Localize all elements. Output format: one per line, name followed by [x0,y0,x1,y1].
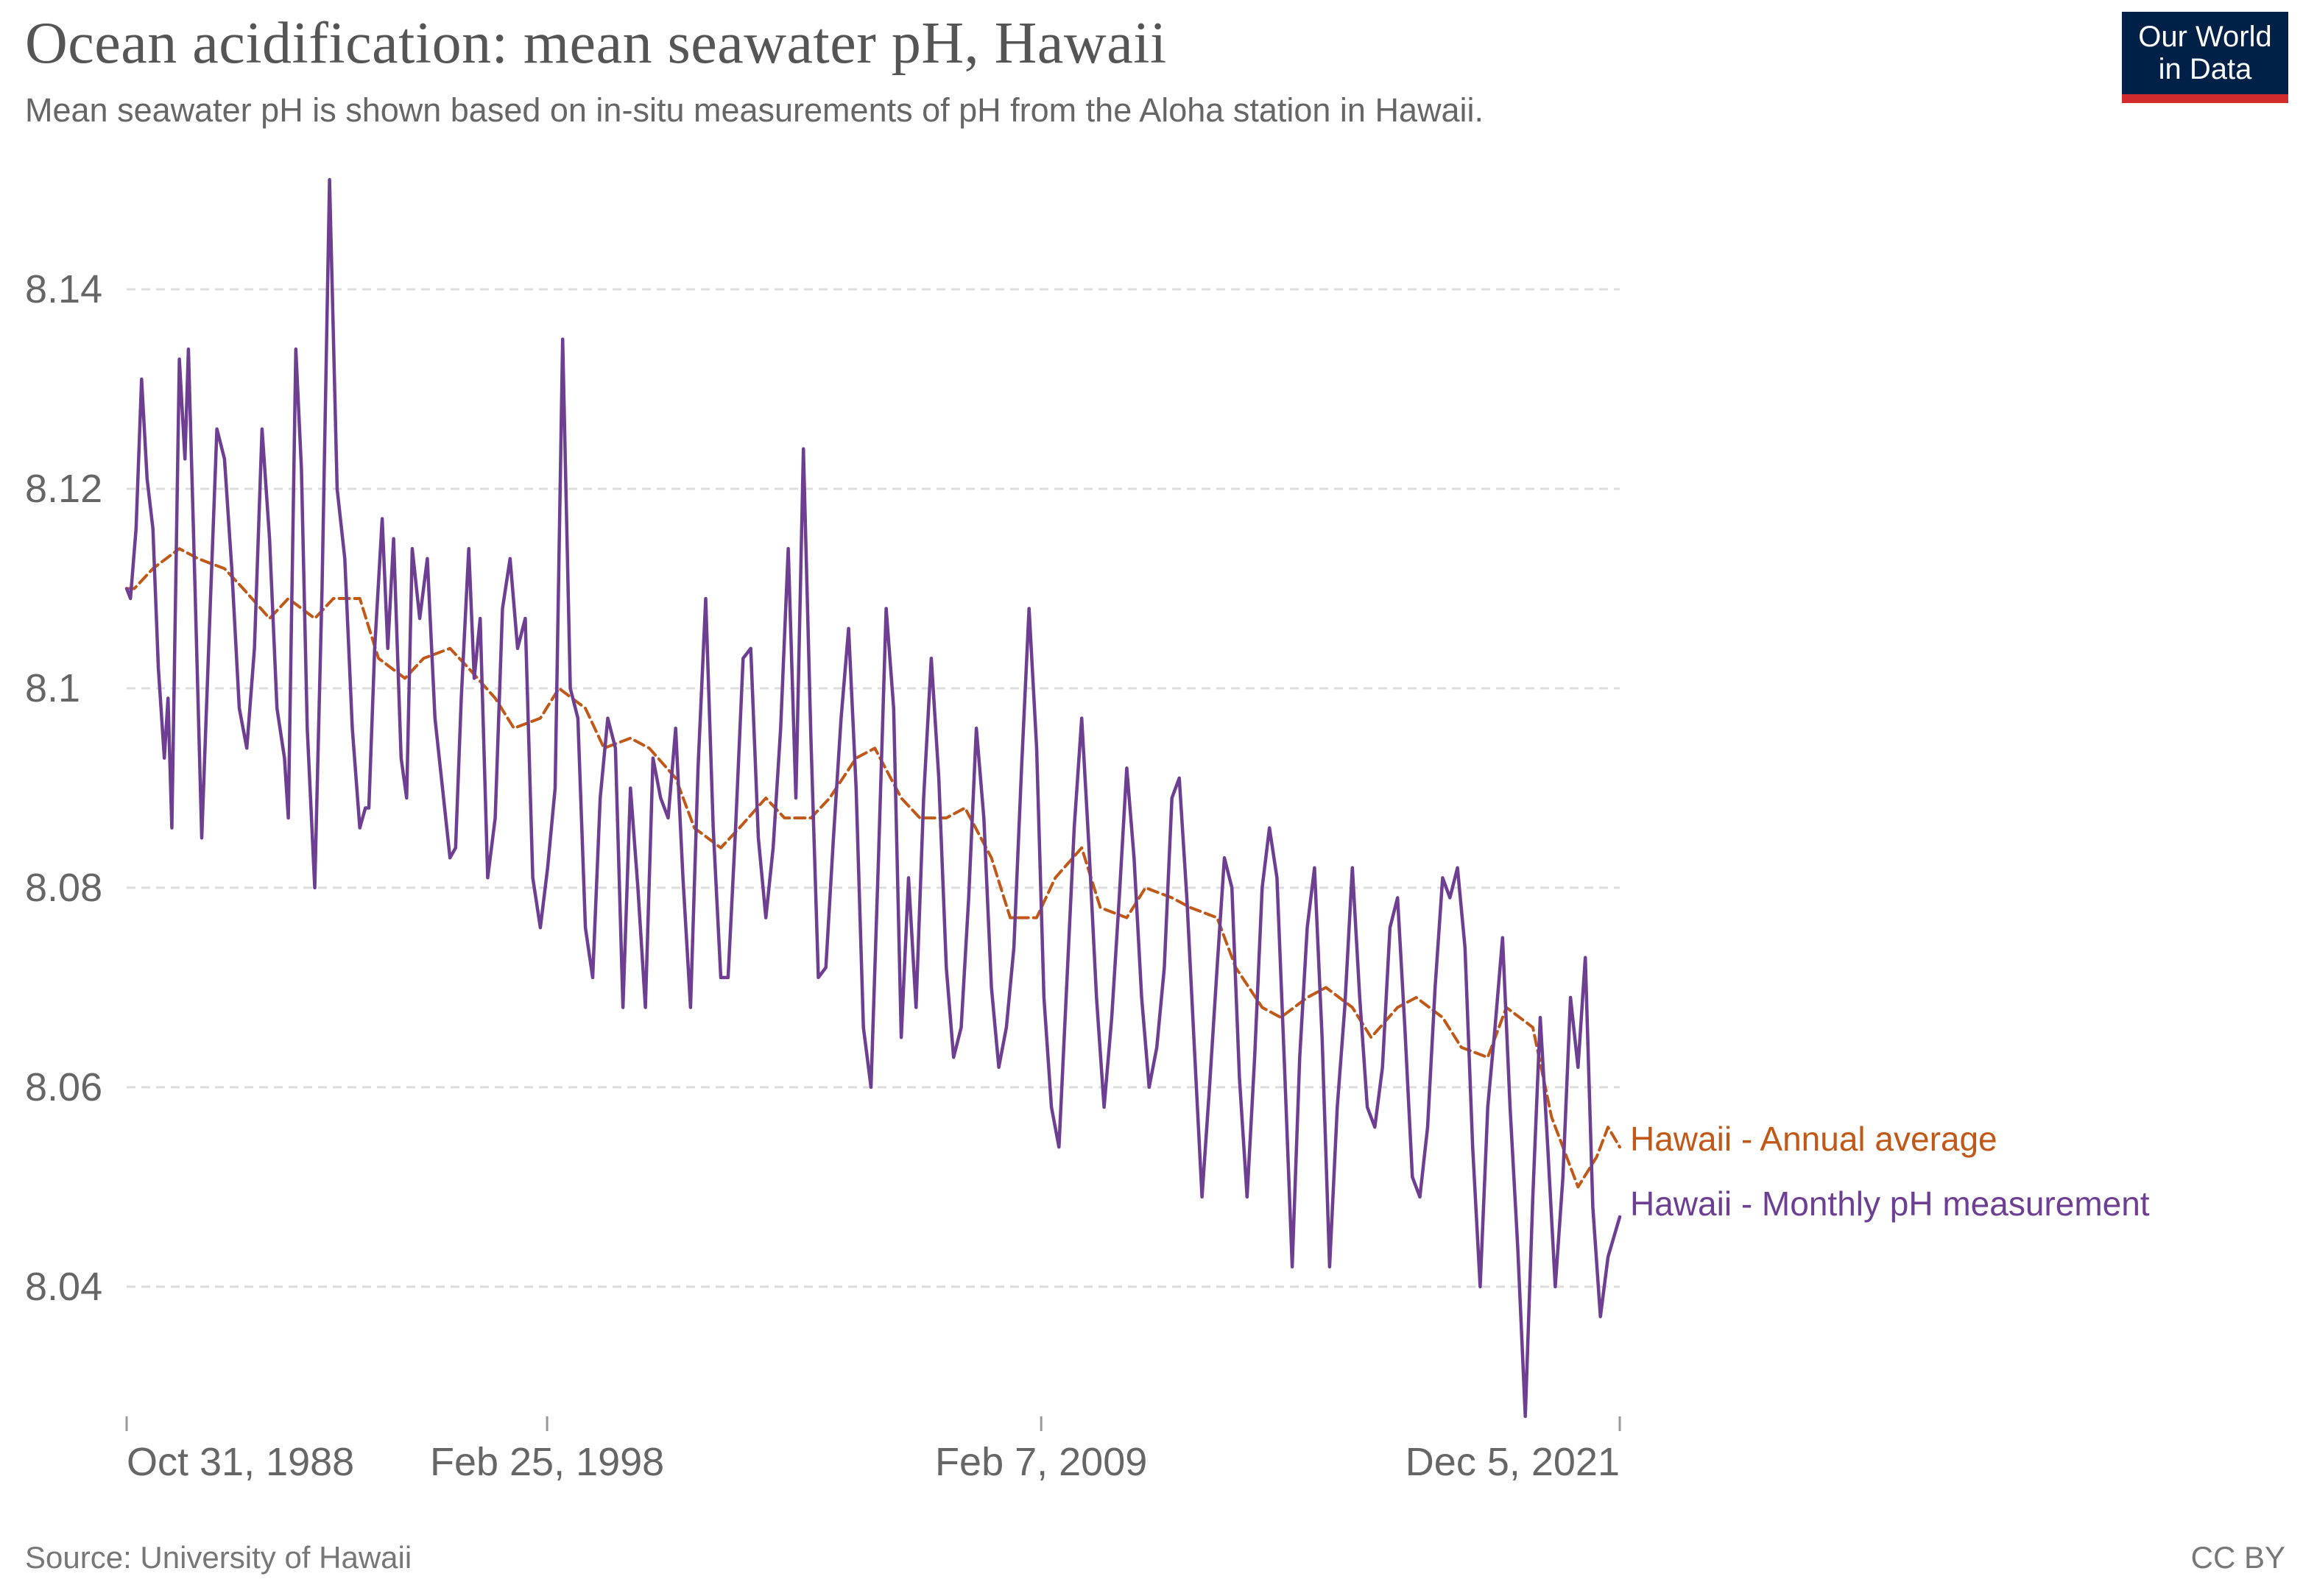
x-tick-label: Dec 5, 2021 [1406,1440,1620,1484]
logo-line-1: Our World [2138,21,2272,53]
series-label: Hawaii - Monthly pH measurement [1630,1184,2150,1223]
y-tick-label: 8.12 [25,467,102,511]
y-tick-label: 8.06 [25,1065,102,1109]
series-end-labels: Hawaii - Annual average Hawaii - Monthly … [1630,1120,2150,1223]
x-tick-label: Feb 7, 2009 [935,1440,1147,1484]
chart-title: Ocean acidification: mean seawater pH, H… [25,11,1167,76]
series-line-monthly-ph [124,177,1622,1419]
y-tick-label: 8.14 [25,267,102,311]
gridlines [127,288,1620,1288]
x-axis: Oct 31, 1988 Feb 25, 1998 Feb 7, 2009 Dec 5… [125,1416,1621,1484]
license-label[interactable]: CC BY [2190,1540,2285,1575]
series-label: Hawaii - Annual average [1630,1120,1997,1158]
owid-logo[interactable]: Our World in Data [2122,12,2288,103]
x-tick-label: Oct 31, 1988 [127,1440,354,1484]
y-axis-tick-labels: 8.04 8.06 8.08 8.1 8.12 8.14 [25,267,102,1309]
x-tick-label: Feb 25, 1998 [430,1440,664,1484]
logo-line-2: in Data [2158,53,2252,85]
chart-subtitle: Mean seawater pH is shown based on in-si… [25,91,1484,129]
source-note[interactable]: Source: University of Hawaii [25,1540,412,1575]
series-line-annual-average [125,547,1621,1189]
y-tick-label: 8.04 [25,1265,102,1309]
y-tick-label: 8.1 [25,666,80,710]
y-tick-label: 8.08 [25,866,102,910]
series-lines [124,177,1622,1419]
